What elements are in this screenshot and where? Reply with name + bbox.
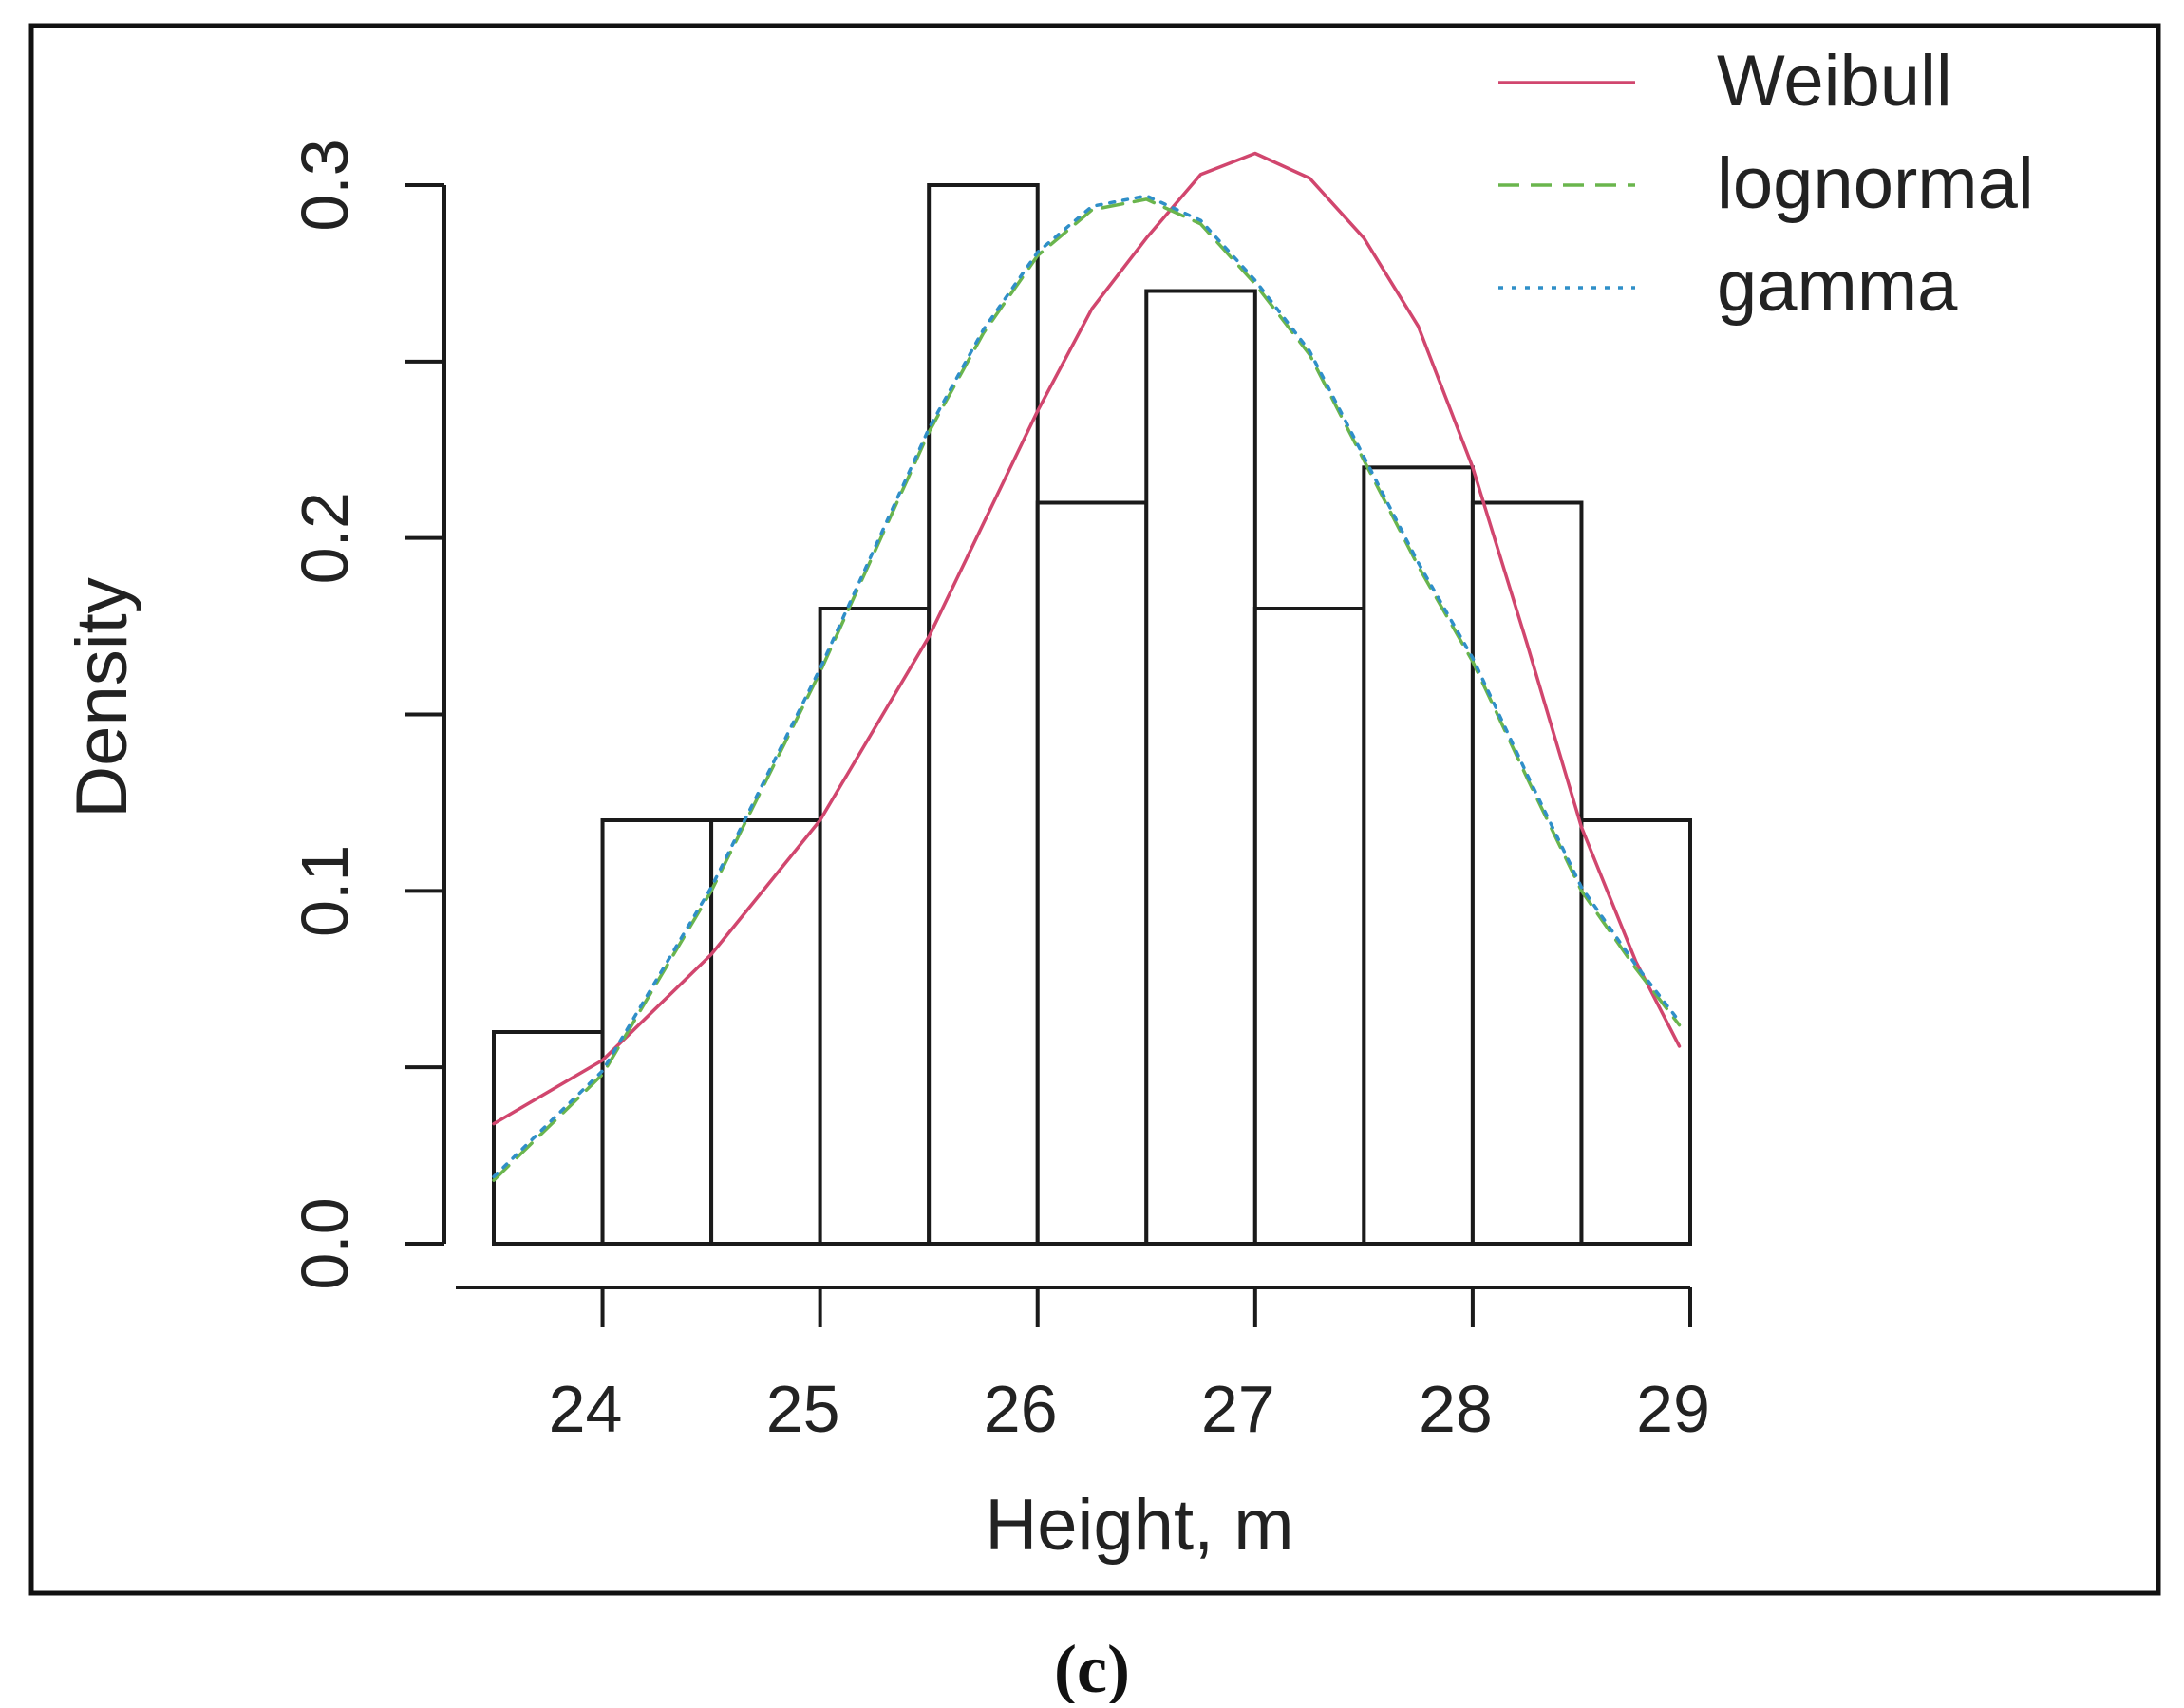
legend-label-weibull: Weibull (1717, 41, 1952, 122)
density-curve-weibull (492, 151, 1682, 1126)
histogram-bar (1579, 818, 1693, 1246)
density-curves (492, 151, 1682, 1182)
histogram-bar (709, 818, 822, 1246)
x-tick-label: 28 (1419, 1372, 1493, 1446)
y-axis-label: Density (62, 577, 142, 817)
y-tick-label: 0.1 (288, 845, 362, 937)
x-tick-label: 24 (549, 1372, 623, 1446)
histogram-bar (1144, 289, 1257, 1246)
x-tick-label: 25 (766, 1372, 840, 1446)
histogram-bar (927, 183, 1040, 1246)
histogram-bars (492, 183, 1693, 1247)
x-axis: 24 25 26 27 28 29 (456, 1286, 1710, 1446)
x-tick-label: 29 (1636, 1372, 1710, 1446)
histogram-bar (600, 818, 714, 1246)
y-tick-label: 0.3 (288, 139, 362, 231)
histogram-bar (1362, 465, 1475, 1247)
legend-label-lognormal: lognormal (1717, 143, 2034, 224)
y-tick-label: 0.2 (288, 492, 362, 584)
histogram-bar (818, 607, 932, 1246)
panel-label: (c) (1054, 1631, 1130, 1703)
y-tick-label: 0.0 (288, 1197, 362, 1289)
histogram-bar (1035, 500, 1149, 1246)
legend-label-gamma: gamma (1717, 246, 1958, 327)
x-tick-label: 26 (984, 1372, 1058, 1446)
histogram-bar (492, 1030, 605, 1246)
histogram-bar (1252, 607, 1366, 1246)
histogram-bar (1470, 500, 1584, 1246)
x-tick-label: 27 (1201, 1372, 1275, 1446)
density-curve-gamma (492, 194, 1682, 1179)
x-axis-label: Height, m (985, 1485, 1293, 1566)
legend: Weibull lognormal gamma (1498, 41, 2034, 327)
y-axis: 0.0 0.1 0.2 0.3 (288, 139, 446, 1290)
